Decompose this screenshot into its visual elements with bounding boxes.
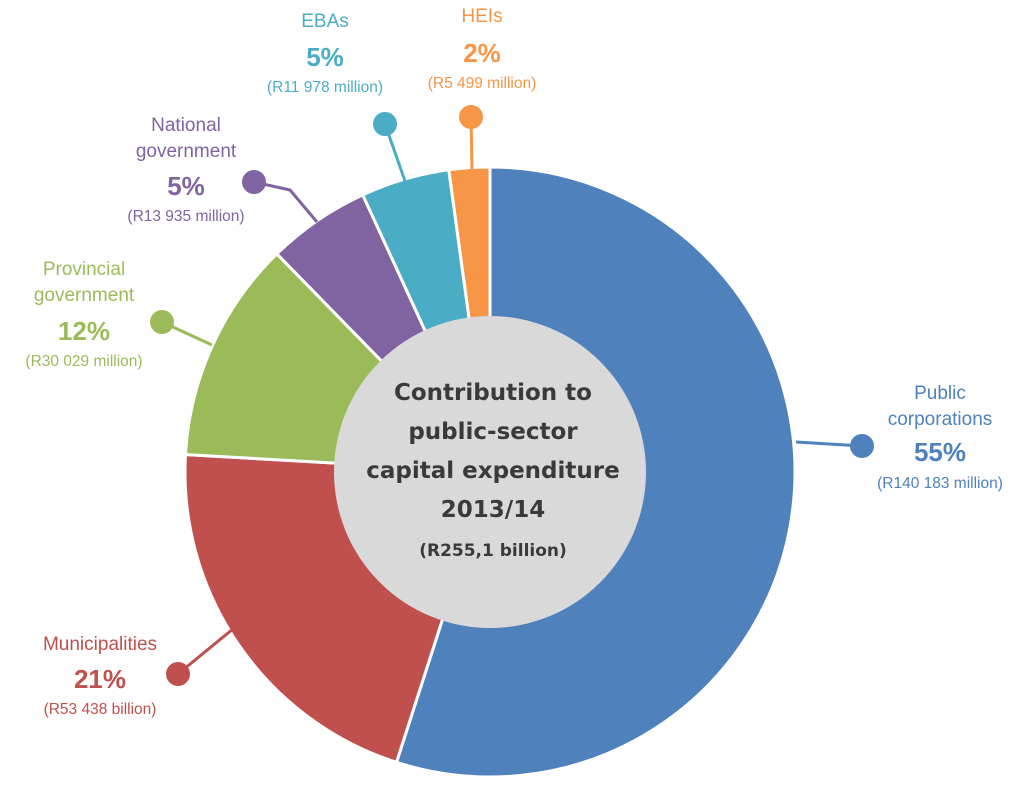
leader-line-national-government (253, 180, 319, 223)
center-title-line: 2013/14 (441, 497, 545, 523)
center-subtitle: (R255,1 billion) (419, 541, 567, 561)
slice-label-ebas: EBAs (301, 11, 349, 32)
center-label: Contribution to public-sector capital expe… (366, 380, 619, 561)
leader-dot-national-government (242, 170, 266, 194)
slice-amount-heis: (R5 499 million) (428, 75, 537, 92)
slice-label-heis: HEIs (461, 6, 502, 27)
leader-dot-heis (459, 105, 483, 129)
leader-dot-public-corporations (850, 434, 874, 458)
leader-dot-ebas (373, 112, 397, 136)
center-title-line: capital expenditure (366, 458, 619, 484)
center-title-line: public-sector (408, 419, 578, 445)
leader-line-municipalities (177, 613, 251, 676)
slice-percent-public-corporations: 55% (914, 437, 966, 467)
slice-percent-national-government: 5% (167, 171, 205, 201)
slice-label-national-government: National (151, 115, 221, 136)
slice-percent-ebas: 5% (306, 42, 344, 72)
slice-label-municipalities: Municipalities (43, 634, 157, 655)
leader-dot-provincial-government (150, 310, 174, 334)
leader-dot-municipalities (166, 662, 190, 686)
slice-percent-heis: 2% (463, 38, 501, 68)
slice-label-national-government: government (136, 141, 237, 162)
slice-percent-provincial-government: 12% (58, 316, 110, 346)
slice-label-provincial-government: government (34, 285, 135, 306)
slice-label-public-corporations: Public (914, 383, 966, 404)
slice-label-public-corporations: corporations (888, 409, 993, 430)
slice-percent-municipalities: 21% (74, 664, 126, 694)
slice-labels: Public corporations 55% (R140 183 million) M… (25, 6, 1002, 718)
center-title-line: Contribution to (394, 380, 592, 406)
slice-amount-national-government: (R13 935 million) (127, 208, 244, 225)
slice-amount-ebas: (R11 978 million) (267, 79, 383, 96)
center-disc (334, 316, 646, 628)
slice-amount-public-corporations: (R140 183 million) (877, 475, 1003, 492)
leader-lines (150, 105, 874, 686)
slice-amount-provincial-government: (R30 029 million) (25, 353, 142, 370)
slice-label-provincial-government: Provincial (43, 259, 125, 280)
slice-amount-municipalities: (R53 438 billion) (44, 701, 157, 718)
